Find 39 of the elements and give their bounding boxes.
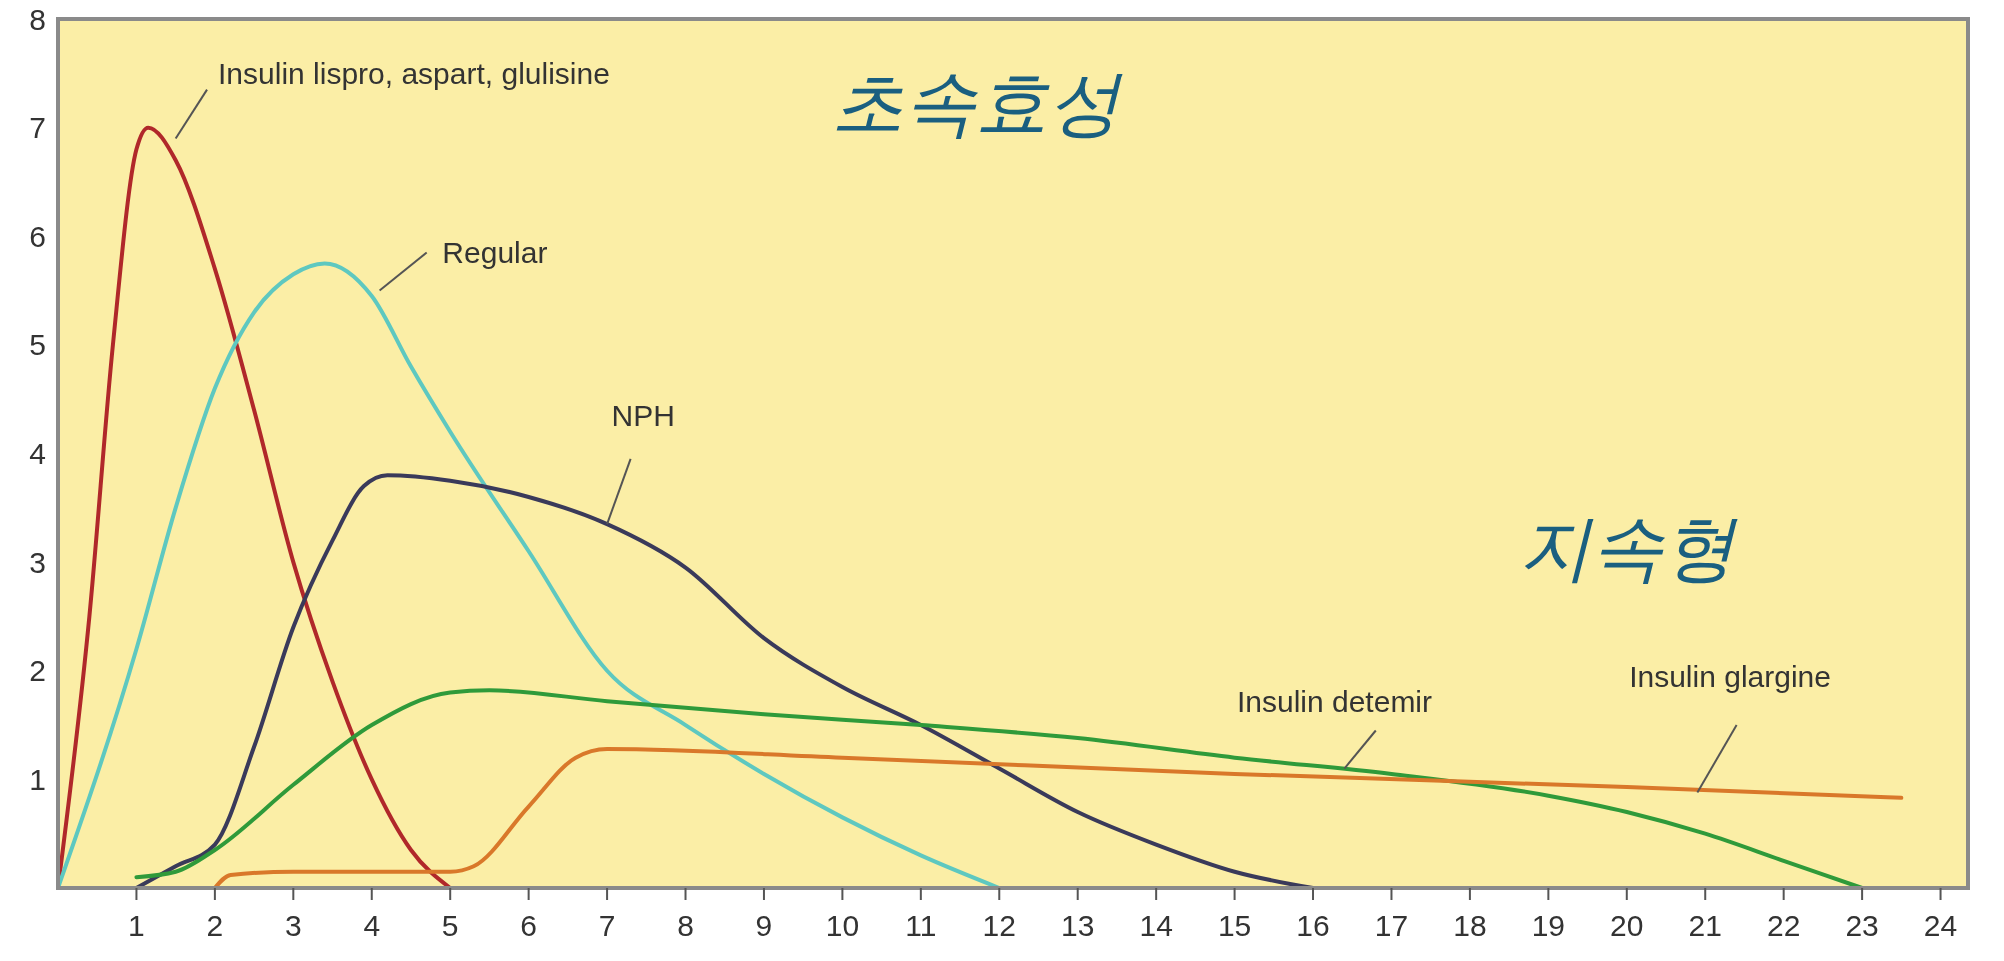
y-tick-label: 4 bbox=[29, 437, 46, 470]
x-tick-label: 5 bbox=[441, 909, 459, 942]
text: Insulin glargine bbox=[1629, 660, 1831, 694]
y-tick-label: 8 bbox=[29, 2, 46, 36]
x-tick-label: 14 bbox=[1139, 909, 1173, 942]
x-tick-label: 10 bbox=[825, 909, 860, 942]
y-tick-label: 3 bbox=[29, 545, 46, 579]
x-tick-label: 13 bbox=[1061, 909, 1095, 942]
y-tick-label: 7 bbox=[29, 111, 46, 145]
x-tick-label: 22 bbox=[1766, 909, 1801, 942]
series-label: Insulin detemir bbox=[1236, 685, 1433, 719]
annotation: 초속효성 bbox=[831, 60, 1123, 145]
x-tick-label: 18 bbox=[1453, 909, 1487, 942]
annotation: 지속형 bbox=[1518, 505, 1738, 590]
y-tick-label: 6 bbox=[29, 219, 46, 253]
x-tick-label: 2 bbox=[206, 909, 224, 942]
x-tick-label: 16 bbox=[1296, 909, 1330, 942]
y-tick-label: 5 bbox=[29, 328, 46, 362]
x-tick-label: 9 bbox=[755, 909, 773, 942]
text: NPH bbox=[611, 399, 675, 433]
x-tick-label: 7 bbox=[598, 909, 616, 942]
y-tick-label: 1 bbox=[29, 762, 46, 796]
x-tick-label: 23 bbox=[1845, 909, 1879, 942]
x-tick-label: 20 bbox=[1610, 909, 1644, 942]
x-tick-label: 15 bbox=[1217, 909, 1252, 942]
text: Regular bbox=[442, 236, 548, 270]
x-tick-label: 21 bbox=[1688, 909, 1722, 942]
x-tick-label: 12 bbox=[982, 909, 1016, 942]
text: Insulin lispro, aspart, glulisine bbox=[218, 57, 610, 91]
x-tick-label: 8 bbox=[677, 909, 694, 942]
x-tick-label: 17 bbox=[1374, 909, 1409, 942]
x-tick-label: 11 bbox=[905, 909, 937, 942]
x-tick-label: 3 bbox=[284, 909, 302, 942]
x-tick-label: 6 bbox=[520, 909, 537, 942]
y-tick-label: 2 bbox=[29, 654, 46, 688]
x-tick-label: 1 bbox=[128, 909, 145, 942]
x-tick-label: 19 bbox=[1531, 909, 1566, 942]
x-tick-label: 24 bbox=[1923, 909, 1958, 942]
x-tick-label: 4 bbox=[363, 909, 381, 942]
